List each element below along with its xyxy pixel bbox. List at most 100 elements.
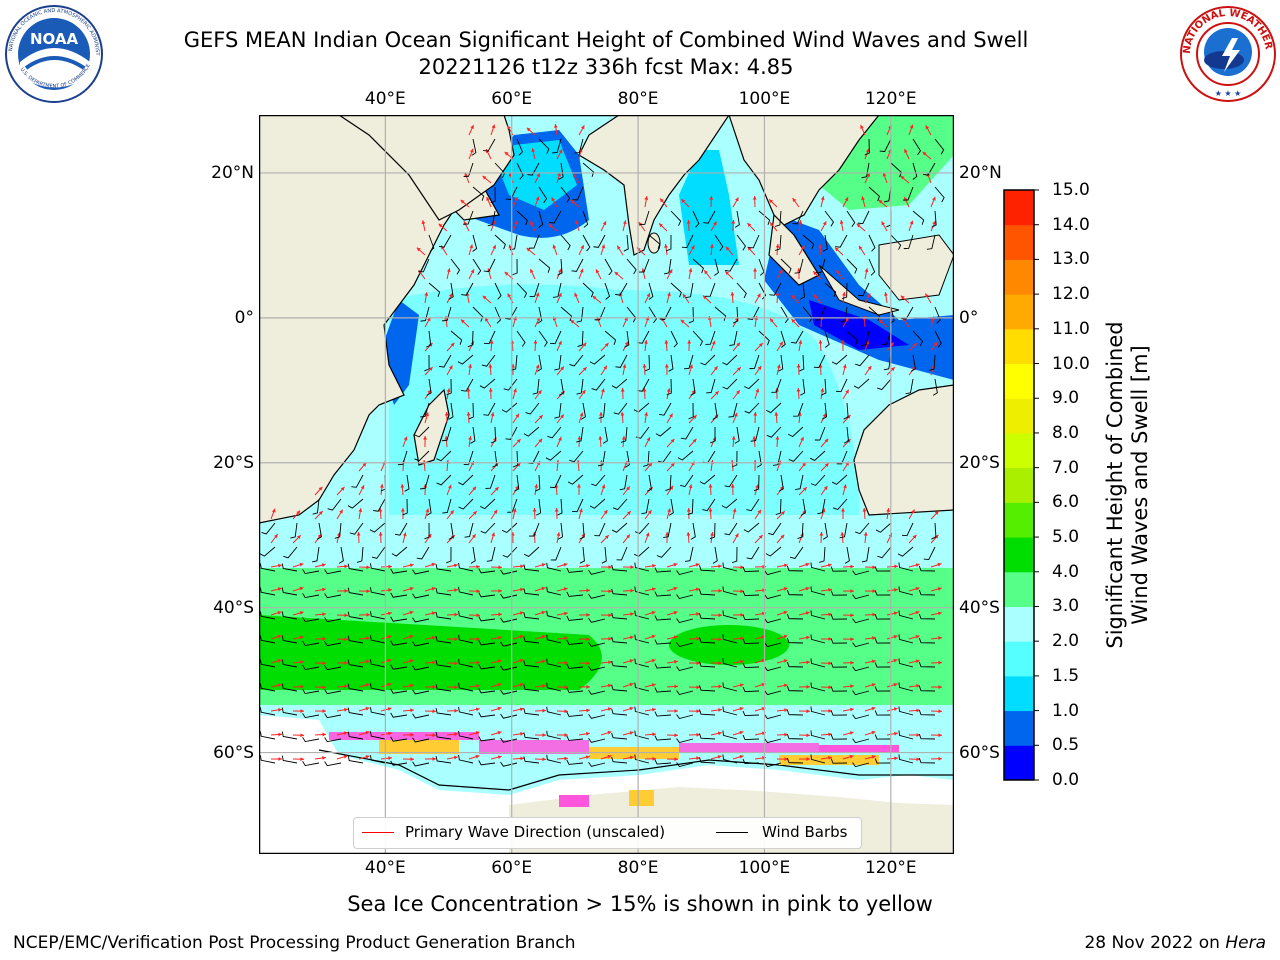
wind-barb (722, 634, 738, 644)
wave-arrow-head (652, 563, 656, 568)
wave-arrow-head (558, 149, 563, 154)
wind-barb (681, 234, 694, 249)
wave-arrow-head (828, 732, 832, 737)
wave-arrow-head (271, 508, 276, 513)
wave-arrow-head (692, 415, 697, 419)
wave-arrow-head (652, 732, 656, 737)
wind-barb (676, 690, 694, 696)
wave-arrow-head (366, 636, 370, 641)
wave-arrow-head (277, 659, 282, 663)
wave-arrow-head (673, 611, 678, 615)
wave-arrow-head (652, 707, 656, 712)
wind-barb (390, 760, 408, 766)
wind-barb (538, 258, 551, 273)
wind-barb (602, 426, 608, 444)
wave-arrow-head (542, 733, 546, 738)
wave-arrow-head (608, 683, 612, 688)
wave-arrow-head (651, 634, 656, 639)
wind-barb (338, 546, 344, 564)
wave-arrow-head (340, 486, 345, 491)
wave-arrow-head (866, 293, 871, 298)
wind-barb (281, 635, 298, 644)
wind-barb (684, 546, 694, 562)
wave-arrow-head (300, 660, 304, 664)
wind-barb-legend-label: Wind Barbs (762, 823, 848, 841)
wave-arrow-head (796, 364, 801, 368)
wind-barb (912, 210, 925, 225)
wind-barb (898, 562, 914, 572)
wave-arrow-head (850, 684, 854, 689)
wind-barb (529, 282, 540, 298)
wave-arrow-head (714, 391, 719, 396)
wave-arrow-head (476, 660, 480, 665)
wave-arrow-head (570, 319, 575, 324)
wind-barb (722, 682, 738, 692)
wave-arrow-head (709, 196, 714, 200)
wind-barb (347, 755, 364, 764)
wind-barb (302, 761, 320, 767)
wind-barb (458, 730, 474, 740)
wave-arrow-head (630, 565, 634, 569)
wave-arrow-head (695, 563, 700, 567)
wave-arrow-head (356, 532, 361, 536)
wave-arrow-head (558, 268, 562, 273)
wind-barb (347, 611, 364, 620)
wave-arrow-head (937, 562, 942, 567)
wind-barb (525, 402, 540, 415)
wind-barb (420, 402, 430, 418)
wind-barb (435, 587, 452, 596)
wave-arrow-head (665, 532, 670, 536)
wind-barb (523, 756, 540, 764)
wave-arrow-head (865, 148, 870, 153)
wind-barb (290, 522, 298, 539)
wind-barb (572, 498, 584, 513)
wind-barb (604, 258, 613, 276)
wave-arrow-head (717, 731, 722, 736)
wave-arrow-head (845, 389, 849, 394)
wave-arrow-head (278, 708, 282, 712)
wave-arrow-head (696, 732, 700, 737)
wave-arrow-head (515, 413, 520, 418)
wind-barbs (259, 138, 945, 768)
wind-barb (643, 450, 650, 467)
wave-arrow-head (813, 271, 818, 276)
wave-arrow-head (839, 220, 844, 224)
wind-barb (692, 258, 704, 274)
wave-arrow-head (620, 412, 625, 416)
wave-arrow-head (466, 412, 471, 416)
wave-arrow-head (472, 511, 477, 516)
wave-arrow-head (827, 563, 832, 568)
lat-label-right: 40°S (959, 597, 1000, 618)
nws-logo: NATIONAL WEATHER SERVICE ★ ★ ★ (1174, 0, 1278, 104)
wave-arrow-head (713, 221, 717, 226)
wind-barb (281, 563, 298, 572)
colorbar-tick-label: 7.0 (1052, 457, 1080, 478)
wind-barb (764, 738, 782, 744)
wave-arrow-head (828, 661, 832, 666)
wind-barb (457, 354, 474, 365)
wave-arrow-head (915, 563, 920, 567)
wind-barb (668, 498, 674, 516)
wave-arrow-head (740, 613, 744, 617)
wave-arrow-head (519, 634, 524, 639)
wind-barb (830, 614, 848, 620)
wind-barb (435, 755, 452, 764)
lat-label-left: 20°N (211, 162, 254, 183)
wind-barb (458, 586, 474, 596)
wind-barb (478, 616, 496, 622)
wave-arrow-head (410, 757, 414, 762)
wave-arrow-head (642, 388, 647, 392)
wind-barb (810, 682, 826, 692)
wind-barb (588, 690, 606, 695)
wind-barb (613, 402, 628, 415)
wind-barb (463, 450, 474, 466)
colorbar-segment (1004, 745, 1034, 781)
wind-barb (324, 641, 342, 647)
wind-barb (324, 617, 342, 623)
wind-barb (810, 562, 826, 572)
wave-arrow-head (849, 731, 854, 735)
wind-barb (690, 378, 696, 396)
wave-arrow-head (718, 684, 722, 689)
wind-barb (830, 734, 848, 740)
wind-barb (494, 234, 506, 250)
